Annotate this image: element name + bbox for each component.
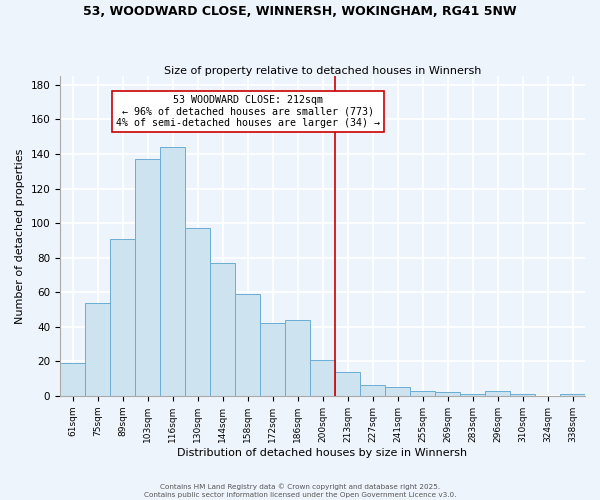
Bar xyxy=(560,394,585,396)
Bar xyxy=(60,363,85,396)
Bar xyxy=(160,147,185,396)
Bar xyxy=(485,390,510,396)
X-axis label: Distribution of detached houses by size in Winnersh: Distribution of detached houses by size … xyxy=(178,448,467,458)
Bar xyxy=(210,263,235,396)
Bar xyxy=(360,386,385,396)
Bar xyxy=(385,387,410,396)
Bar xyxy=(185,228,210,396)
Bar xyxy=(460,394,485,396)
Bar xyxy=(260,324,285,396)
Bar xyxy=(310,360,335,396)
Bar xyxy=(410,390,435,396)
Bar xyxy=(435,392,460,396)
Bar xyxy=(110,238,135,396)
Title: Size of property relative to detached houses in Winnersh: Size of property relative to detached ho… xyxy=(164,66,481,76)
Y-axis label: Number of detached properties: Number of detached properties xyxy=(15,148,25,324)
Bar xyxy=(135,159,160,396)
Text: 53 WOODWARD CLOSE: 212sqm
← 96% of detached houses are smaller (773)
4% of semi-: 53 WOODWARD CLOSE: 212sqm ← 96% of detac… xyxy=(116,96,380,128)
Bar xyxy=(85,302,110,396)
Text: 53, WOODWARD CLOSE, WINNERSH, WOKINGHAM, RG41 5NW: 53, WOODWARD CLOSE, WINNERSH, WOKINGHAM,… xyxy=(83,5,517,18)
Bar xyxy=(285,320,310,396)
Bar xyxy=(235,294,260,396)
Bar xyxy=(335,372,360,396)
Bar xyxy=(510,394,535,396)
Text: Contains HM Land Registry data © Crown copyright and database right 2025.
Contai: Contains HM Land Registry data © Crown c… xyxy=(144,484,456,498)
